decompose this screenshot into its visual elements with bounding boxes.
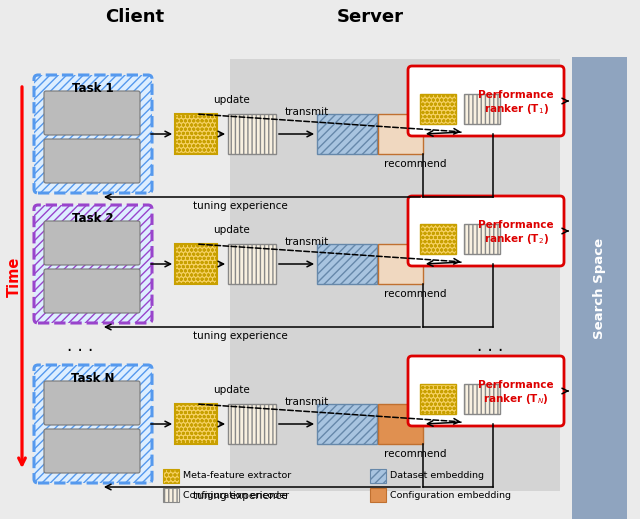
Bar [572, 57, 627, 519]
FancyBboxPatch shape [34, 205, 152, 323]
FancyBboxPatch shape [44, 221, 140, 265]
Text: Configuration encoder: Configuration encoder [183, 490, 289, 499]
Text: Configuration embedding: Configuration embedding [390, 490, 511, 499]
Text: Meta-feature extractor: Meta-feature extractor [183, 471, 291, 481]
Text: tuning experience: tuning experience [193, 491, 287, 501]
FancyBboxPatch shape [34, 75, 152, 193]
FancyBboxPatch shape [44, 139, 140, 183]
Text: update: update [212, 225, 250, 235]
Text: Performance
ranker (T$_N$): Performance ranker (T$_N$) [478, 380, 554, 406]
FancyBboxPatch shape [408, 66, 564, 136]
Bar [420, 384, 456, 414]
Bar [378, 114, 423, 154]
Bar [370, 469, 386, 483]
FancyBboxPatch shape [408, 356, 564, 426]
FancyBboxPatch shape [44, 381, 140, 425]
Text: Server: Server [337, 8, 403, 26]
Bar [464, 384, 500, 414]
Text: . . .: . . . [67, 337, 93, 355]
Bar [464, 94, 500, 124]
Text: tuning experience: tuning experience [193, 331, 287, 341]
Bar [317, 404, 377, 444]
Bar [317, 244, 377, 284]
Text: recommend: recommend [384, 449, 447, 459]
FancyBboxPatch shape [408, 196, 564, 266]
Text: Search Space: Search Space [593, 237, 605, 338]
FancyBboxPatch shape [44, 91, 140, 135]
Text: Time: Time [6, 257, 22, 297]
Text: Client: Client [106, 8, 164, 26]
Text: Performance
ranker (T$_2$): Performance ranker (T$_2$) [478, 220, 554, 246]
Bar [378, 404, 423, 444]
Bar [230, 59, 560, 491]
Text: transmit: transmit [285, 107, 329, 117]
Bar [317, 114, 377, 154]
Text: . . .: . . . [477, 337, 503, 355]
Bar [175, 114, 217, 154]
Bar [175, 404, 217, 444]
Text: recommend: recommend [384, 159, 447, 169]
FancyBboxPatch shape [34, 365, 152, 483]
Bar [163, 488, 179, 502]
Text: Task N: Task N [71, 373, 115, 386]
Text: update: update [212, 385, 250, 395]
Text: transmit: transmit [285, 397, 329, 407]
Bar [228, 244, 276, 284]
Text: Task 2: Task 2 [72, 212, 114, 225]
Text: update: update [212, 95, 250, 105]
Bar [228, 404, 276, 444]
Text: Task 1: Task 1 [72, 83, 114, 95]
Bar [163, 469, 179, 483]
Text: recommend: recommend [384, 289, 447, 299]
Text: Performance
ranker (T$_1$): Performance ranker (T$_1$) [478, 90, 554, 116]
Bar [175, 244, 217, 284]
FancyBboxPatch shape [44, 269, 140, 313]
Text: transmit: transmit [285, 237, 329, 247]
Bar [370, 488, 386, 502]
Bar [464, 224, 500, 254]
Bar [378, 244, 423, 284]
FancyBboxPatch shape [44, 429, 140, 473]
Text: tuning experience: tuning experience [193, 201, 287, 211]
Bar [420, 224, 456, 254]
Bar [228, 114, 276, 154]
Bar [420, 94, 456, 124]
Text: Dataset embedding: Dataset embedding [390, 471, 484, 481]
